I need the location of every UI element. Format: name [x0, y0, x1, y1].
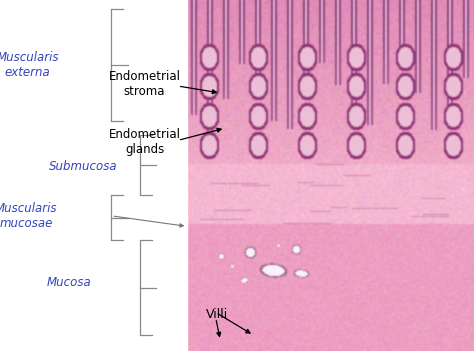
Bar — [0, 0, 187, 351]
Text: Endometrial
stroma: Endometrial stroma — [109, 70, 181, 98]
Text: Submucosa: Submucosa — [49, 160, 117, 173]
Text: Muscularis
mucosae: Muscularis mucosae — [0, 202, 57, 230]
Text: Villi: Villi — [206, 307, 228, 321]
Text: Muscularis
externa: Muscularis externa — [0, 51, 59, 79]
Text: Mucosa: Mucosa — [46, 276, 91, 289]
Text: Endometrial
glands: Endometrial glands — [109, 128, 181, 156]
